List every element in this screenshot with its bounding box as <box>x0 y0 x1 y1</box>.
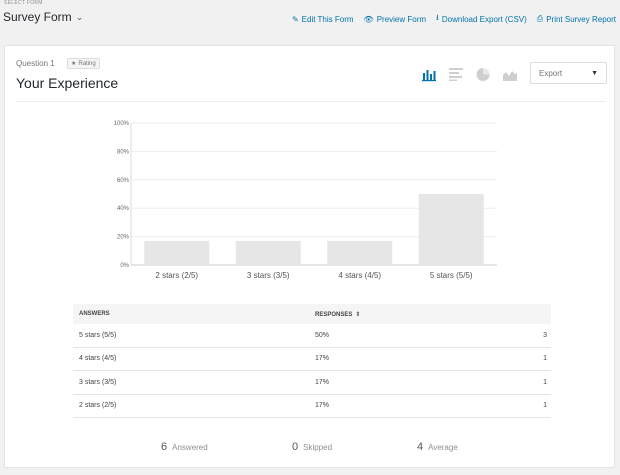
x-tick-label: 5 stars (5/5) <box>430 271 473 280</box>
x-tick-label: 2 stars (2/5) <box>155 271 198 280</box>
table-header: ANSWERS RESPONSES ⇕ <box>73 304 551 324</box>
answer-cell: 2 stars (2/5) <box>79 402 117 410</box>
average-value: 4 <box>417 441 424 453</box>
question-card: Question 1 ★ Rating Your Experience Expor… <box>4 45 615 468</box>
average-label: Average <box>428 443 458 452</box>
answers-header: ANSWERS <box>79 311 110 317</box>
summary-stats: 6 Answered 0 Skipped 4 Average <box>5 441 616 457</box>
skipped-count: 0 <box>292 441 299 453</box>
table-row: 5 stars (5/5) 50% 3 <box>73 324 551 348</box>
star-icon: ★ <box>71 61 77 67</box>
export-dropdown[interactable]: Export ▼ <box>530 62 607 84</box>
export-label: Export <box>539 68 563 78</box>
select-form-label: SELECT FORM <box>4 0 43 6</box>
answered-label: Answered <box>172 443 208 452</box>
sort-icon: ⇕ <box>355 311 361 318</box>
y-tick-label: 0% <box>120 263 129 269</box>
printer-icon: ⎙ <box>536 14 544 23</box>
count-cell: 1 <box>543 402 547 410</box>
skipped-label: Skipped <box>303 443 333 452</box>
answered-count: 6 <box>161 441 168 453</box>
download-export-link[interactable]: ⭳ Download Export (CSV) <box>436 12 527 26</box>
edit-form-link[interactable]: ✎ Edit This Form <box>291 14 354 24</box>
horizontal-bar-icon[interactable] <box>448 66 464 82</box>
x-tick-label: 3 stars (3/5) <box>247 271 290 280</box>
responses-table: ANSWERS RESPONSES ⇕ 5 stars (5/5) 50% 3 4… <box>73 304 551 418</box>
table-row: 3 stars (3/5) 17% 1 <box>73 371 551 395</box>
count-cell: 1 <box>543 378 547 386</box>
pencil-icon: ✎ <box>291 14 299 24</box>
form-name: Survey Form <box>3 10 72 24</box>
bar-chart-icon[interactable] <box>421 66 437 82</box>
average-stat: 4 Average <box>417 441 458 453</box>
bar <box>418 194 484 265</box>
print-report-link[interactable]: ⎙ Print Survey Report <box>536 14 616 24</box>
count-cell: 1 <box>543 355 547 363</box>
percent-cell: 17% <box>315 402 330 410</box>
responses-bar-chart: 0% 20% 40% 60% 80% 100% 2 stars (2/5) 3 stars (… <box>114 121 497 280</box>
preview-form-link[interactable]: 👁 Preview Form <box>363 14 427 24</box>
y-tick-label: 60% <box>117 178 130 184</box>
percent-cell: 17% <box>315 355 330 363</box>
question-type-badge: ★ Rating <box>67 58 100 69</box>
bar <box>327 240 393 265</box>
bar <box>144 240 210 265</box>
answered-stat: 6 Answered <box>161 441 208 453</box>
y-tick-label: 100% <box>114 121 130 127</box>
download-icon: ⭳ <box>436 13 439 22</box>
answer-cell: 4 stars (4/5) <box>79 355 117 363</box>
area-chart-icon[interactable] <box>502 66 518 82</box>
top-bar: SELECT FORM Survey Form ⌄ ✎ Edit This For… <box>0 0 620 34</box>
table-row: 4 stars (4/5) 17% 1 <box>73 348 551 371</box>
y-tick-label: 80% <box>117 149 130 155</box>
answer-cell: 3 stars (3/5) <box>79 378 117 386</box>
pie-chart-icon[interactable] <box>475 66 491 82</box>
caret-down-icon: ▼ <box>591 69 598 77</box>
y-tick-label: 20% <box>117 235 130 241</box>
top-links: ✎ Edit This Form 👁 Preview Form ⭳ Download … <box>292 12 616 26</box>
responses-header[interactable]: RESPONSES ⇕ <box>315 311 361 318</box>
form-selector[interactable]: Survey Form ⌄ <box>3 10 83 24</box>
count-cell: 3 <box>543 331 547 339</box>
chevron-down-icon: ⌄ <box>75 11 84 22</box>
table-row: 2 stars (2/5) 17% 1 <box>73 395 551 418</box>
eye-icon: 👁 <box>363 14 374 24</box>
percent-cell: 50% <box>315 331 330 339</box>
header-divider <box>16 101 606 102</box>
question-number: Question 1 <box>16 59 55 68</box>
bar <box>235 240 301 265</box>
question-title: Your Experience <box>16 75 119 91</box>
skipped-stat: 0 Skipped <box>292 441 332 453</box>
percent-cell: 17% <box>315 378 330 386</box>
y-tick-label: 40% <box>117 206 130 212</box>
answer-cell: 5 stars (5/5) <box>79 331 117 339</box>
chart-type-switcher <box>421 66 518 82</box>
x-tick-label: 4 stars (4/5) <box>338 271 381 280</box>
